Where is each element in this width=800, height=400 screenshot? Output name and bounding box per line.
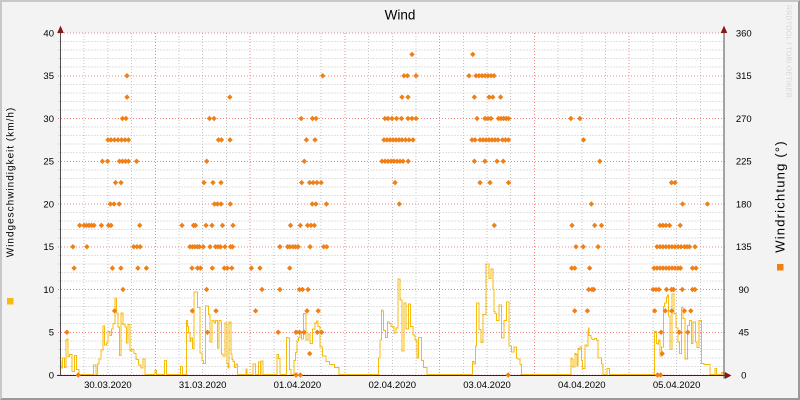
svg-text:05.04.2020: 05.04.2020 <box>653 380 701 391</box>
svg-text:31.03.2020: 31.03.2020 <box>179 380 227 391</box>
svg-text:180: 180 <box>736 199 752 210</box>
svg-text:10: 10 <box>43 285 54 296</box>
svg-text:35: 35 <box>43 71 54 82</box>
svg-text:15: 15 <box>43 242 54 253</box>
svg-text:5: 5 <box>49 328 54 339</box>
svg-text:45: 45 <box>739 328 750 339</box>
svg-text:270: 270 <box>736 114 752 125</box>
svg-text:Windgeschwindigkeit (km/h): Windgeschwindigkeit (km/h) <box>6 107 17 258</box>
svg-text:Wind: Wind <box>385 8 416 23</box>
svg-text:30.03.2020: 30.03.2020 <box>84 380 132 391</box>
svg-text:03.04.2020: 03.04.2020 <box>463 380 511 391</box>
svg-text:30: 30 <box>43 114 54 125</box>
svg-text:40: 40 <box>43 28 54 39</box>
svg-text:135: 135 <box>736 242 752 253</box>
svg-text:315: 315 <box>736 71 752 82</box>
svg-text:RRDTOOL / TOBI OETIKER: RRDTOOL / TOBI OETIKER <box>785 5 792 98</box>
svg-text:20: 20 <box>43 199 54 210</box>
svg-text:04.04.2020: 04.04.2020 <box>558 380 606 391</box>
svg-text:01.04.2020: 01.04.2020 <box>274 380 322 391</box>
svg-text:90: 90 <box>739 285 750 296</box>
svg-text:360: 360 <box>736 28 752 39</box>
svg-text:0: 0 <box>741 370 746 381</box>
svg-text:0: 0 <box>49 370 54 381</box>
svg-text:225: 225 <box>736 157 752 168</box>
svg-text:Windrichtung (°): Windrichtung (°) <box>773 140 788 253</box>
svg-text:25: 25 <box>43 157 54 168</box>
svg-text:02.04.2020: 02.04.2020 <box>368 380 416 391</box>
